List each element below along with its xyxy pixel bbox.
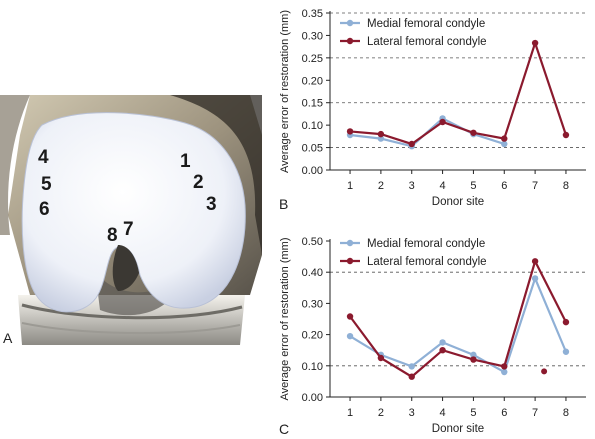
data-point: [377, 135, 385, 142]
x-axis-label: Donor site: [432, 196, 484, 208]
panel-label-a: A: [3, 330, 13, 346]
data-point: [501, 363, 508, 370]
x-tick-label: 7: [532, 407, 538, 419]
y-axis-label: Average error of restoration (mm): [279, 237, 291, 400]
site-number-2: 2: [193, 172, 204, 193]
chart-b: 0.00 0.05 0.10 0.15 0.20 0.25 0.30 0.35 1 2 3 4 5 6 7 8…: [279, 8, 586, 208]
data-point: [346, 128, 354, 135]
data-point: [470, 356, 477, 363]
data-point: [531, 39, 539, 47]
y-tick-label: 0.30: [302, 30, 323, 42]
condyle-cartilage: [21, 112, 246, 313]
data-point: [562, 131, 570, 139]
site-number-1: 1: [180, 151, 191, 172]
site-number-5: 5: [41, 174, 52, 195]
data-point: [501, 140, 508, 148]
y-tick-label: 0.30: [302, 298, 323, 310]
x-tick-label: 6: [501, 407, 507, 419]
data-point: [377, 130, 385, 138]
site-number-4: 4: [38, 147, 49, 168]
x-tick-label: 4: [440, 407, 446, 419]
data-point: [346, 313, 354, 320]
data-point: [470, 351, 477, 359]
legend-swatch-marker: [346, 19, 354, 27]
y-tick-label: 0.25: [302, 53, 323, 65]
site-number-3: 3: [206, 194, 217, 215]
y-tick-label: 0.15: [302, 98, 323, 110]
intercondylar-notch: [112, 245, 139, 291]
x-tick-label: 3: [409, 180, 415, 192]
legend-label: Medial femoral condyle: [367, 238, 485, 250]
site-number-7: 7: [123, 219, 134, 240]
x-tick-label: 7: [532, 180, 538, 192]
y-tick-label: 0.05: [302, 143, 323, 155]
y-tick-label: 0.10: [302, 120, 323, 132]
site-number-8: 8: [107, 225, 118, 246]
x-tick-label: 1: [347, 407, 353, 419]
data-point: [562, 318, 570, 326]
data-point: [501, 368, 508, 376]
x-tick-label: 2: [378, 407, 384, 419]
data-point: [439, 339, 446, 346]
x-tick-label: 8: [563, 180, 569, 192]
data-point: [408, 140, 415, 148]
data-point: [439, 118, 446, 126]
panel-label-c: C: [279, 421, 290, 437]
y-tick-label: 0.50: [302, 236, 323, 248]
y-tick-label: 0.35: [302, 8, 323, 20]
legend-label: Lateral femoral condyle: [367, 256, 487, 268]
x-axis-label: Donor site: [432, 423, 484, 435]
y-tick-label: 0.10: [302, 361, 323, 373]
series-line: [349, 275, 567, 374]
x-tick-label: 5: [470, 180, 476, 192]
data-point: [531, 258, 539, 265]
x-tick-label: 3: [409, 407, 415, 419]
data-point: [531, 275, 539, 282]
x-tick-label: 4: [440, 180, 446, 192]
x-tick-label: 1: [347, 180, 353, 192]
series-line: [349, 258, 567, 379]
data-point: [562, 348, 570, 355]
data-point: [408, 373, 415, 380]
x-tick-label: 8: [563, 407, 569, 419]
y-tick-label: 0.40: [302, 267, 323, 279]
y-tick-label: 0.00: [302, 392, 323, 404]
site-number-6: 6: [39, 199, 50, 220]
legend-label: Medial femoral condyle: [367, 18, 485, 30]
legend-swatch-marker: [346, 239, 354, 247]
x-tick-label: 6: [501, 180, 507, 192]
data-point: [346, 332, 354, 340]
y-tick-label: 0.20: [302, 330, 323, 342]
data-point-extra: [541, 368, 548, 375]
x-tick-label: 2: [378, 180, 384, 192]
series-line: [349, 39, 567, 146]
data-point: [470, 129, 477, 136]
y-axis-label: Average error of restoration (mm): [279, 10, 291, 173]
data-point: [377, 354, 385, 362]
knee-illustration: 1 2 3 4 5 6 7 8: [0, 95, 262, 345]
panel-label-b: B: [279, 196, 289, 212]
legend-swatch-marker: [346, 37, 354, 45]
legend-label: Lateral femoral condyle: [367, 36, 487, 48]
data-point: [501, 135, 508, 142]
chart-c: 0.00 0.10 0.20 0.30 0.40 0.50 1 2 3 4 5 6 7 8 Donor si…: [279, 236, 586, 435]
legend-swatch-marker: [346, 257, 354, 265]
y-tick-label: 0.20: [302, 75, 323, 87]
x-tick-label: 5: [470, 407, 476, 419]
data-point: [408, 363, 415, 370]
y-tick-label: 0.00: [302, 165, 323, 177]
data-point: [439, 347, 446, 354]
